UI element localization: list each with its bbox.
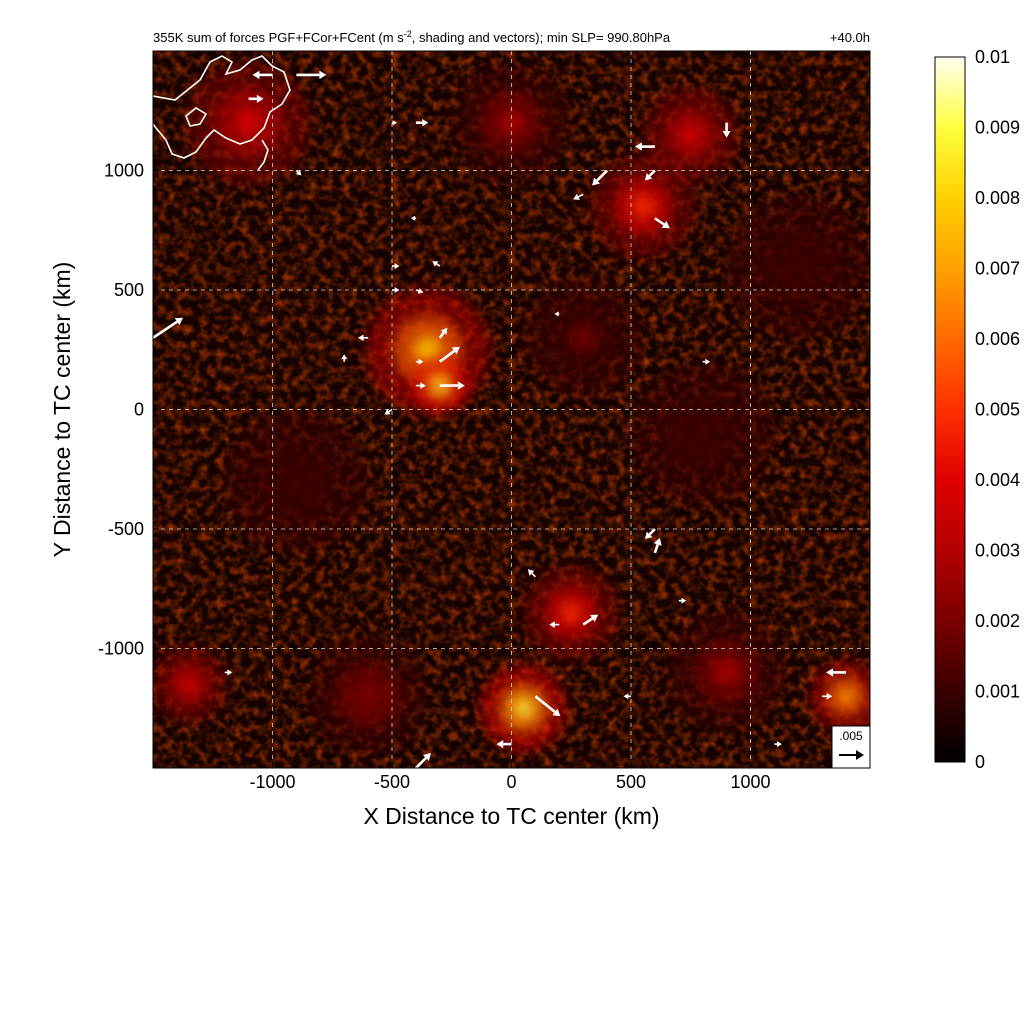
- force-vector: [678, 597, 687, 604]
- hotspot: [186, 60, 311, 185]
- colorbar: 0 0.001 0.002 0.003 0.004 0.005 0.006 0.007 0.00…: [934, 47, 1020, 772]
- force-vector: [534, 695, 561, 717]
- colorbar-tick-label: 0: [975, 752, 985, 772]
- force-vector: [496, 740, 512, 749]
- y-tick-label: 0: [134, 400, 144, 420]
- hotspot: [523, 278, 643, 398]
- force-vector: [774, 741, 782, 748]
- force-vector: [296, 70, 327, 80]
- x-tick-label: -1000: [249, 772, 295, 792]
- colorbar-tick-label: 0.01: [975, 47, 1010, 67]
- colorbar-tick-label: 0.009: [975, 118, 1020, 138]
- colorbar-tick-label: 0.003: [975, 541, 1020, 561]
- force-vector: [653, 537, 662, 554]
- y-tick-label: 1000: [104, 161, 144, 181]
- x-tick-label: 1000: [730, 772, 770, 792]
- hotspot: [590, 153, 696, 259]
- hotspot: [308, 636, 428, 757]
- axes: -1000 -500 0 500 1000 -1000 -500 0 500 1000 X Dist…: [49, 161, 771, 830]
- colorbar-tick-label: 0.007: [975, 259, 1020, 279]
- reference-vector-frame: [831, 725, 871, 769]
- x-tick-label: -500: [374, 772, 410, 792]
- hotspot: [480, 665, 567, 752]
- chart-title: 355K sum of forces PGF+FCor+FCent (m s-2…: [153, 29, 671, 45]
- force-vector: [358, 334, 369, 342]
- force-vector: [414, 753, 431, 768]
- force-vector: [392, 120, 397, 126]
- force-vector: [384, 408, 393, 415]
- force-vector: [592, 169, 609, 186]
- reference-vector-label: .005: [839, 729, 863, 743]
- force-vector: [527, 569, 536, 578]
- force-vector: [252, 70, 273, 80]
- force-vector: [582, 614, 599, 626]
- time-label: +40.0h: [830, 30, 870, 45]
- colorbar-tick-label: 0.002: [975, 611, 1020, 631]
- vector-layer: [153, 70, 847, 768]
- force-vector: [432, 261, 441, 267]
- y-tick-label: -1000: [98, 639, 144, 659]
- x-axis-title: X Distance to TC center (km): [363, 803, 659, 829]
- force-vector: [702, 358, 711, 365]
- force-vector: [439, 381, 465, 390]
- force-vector: [415, 382, 426, 389]
- force-vector: [554, 311, 560, 317]
- colorbar-tick-label: 0.004: [975, 470, 1020, 490]
- force-vector: [410, 215, 416, 221]
- force-vector: [549, 621, 560, 628]
- force-vector: [623, 693, 631, 700]
- colorbar-tick-label: 0.006: [975, 329, 1020, 349]
- force-vector: [153, 317, 183, 339]
- force-vector: [826, 668, 847, 677]
- reference-vector-box: .005: [831, 725, 871, 769]
- hotspot: [666, 612, 787, 733]
- colorbar-tick-label: 0.001: [975, 682, 1020, 702]
- force-vector: [341, 354, 348, 362]
- hotspot: [810, 660, 870, 733]
- coastline: [153, 55, 291, 171]
- force-vector: [439, 346, 460, 363]
- force-vector: [822, 693, 833, 700]
- y-tick-label: 500: [114, 280, 144, 300]
- force-vector: [573, 193, 584, 200]
- colorbar-ticks: 0 0.001 0.002 0.003 0.004 0.005 0.006 0.007 0.00…: [975, 47, 1020, 772]
- force-vector: [415, 358, 424, 365]
- x-tick-label: 500: [616, 772, 646, 792]
- force-vector: [415, 288, 424, 294]
- force-vector: [392, 287, 400, 293]
- force-vector: [654, 217, 670, 229]
- force-vector: [634, 142, 655, 151]
- hotspot: [642, 86, 739, 183]
- colorbar-tick-label: 0.005: [975, 400, 1020, 420]
- hotspot: [523, 564, 620, 661]
- hotspot: [631, 361, 775, 506]
- hotspot: [153, 646, 228, 723]
- x-tick-label: 0: [506, 772, 516, 792]
- force-vector: [224, 669, 233, 676]
- force-vector: [644, 169, 656, 181]
- force-vector: [644, 528, 656, 539]
- force-vector: [415, 119, 429, 127]
- force-vector: [248, 94, 264, 103]
- force-vector: [438, 327, 448, 339]
- plot-area: [153, 51, 870, 768]
- colorbar-tick-label: 0.008: [975, 188, 1020, 208]
- force-vector: [722, 122, 731, 138]
- force-vector: [392, 263, 400, 270]
- force-vector: [295, 169, 302, 176]
- y-axis-title: Y Distance to TC center (km): [49, 262, 75, 558]
- hotspot: [726, 194, 870, 338]
- y-tick-label: -500: [108, 519, 144, 539]
- hotspot: [224, 409, 369, 553]
- hotspot: [451, 62, 572, 183]
- colorbar-bar: [934, 56, 966, 763]
- reference-vector-arrow: [839, 750, 864, 760]
